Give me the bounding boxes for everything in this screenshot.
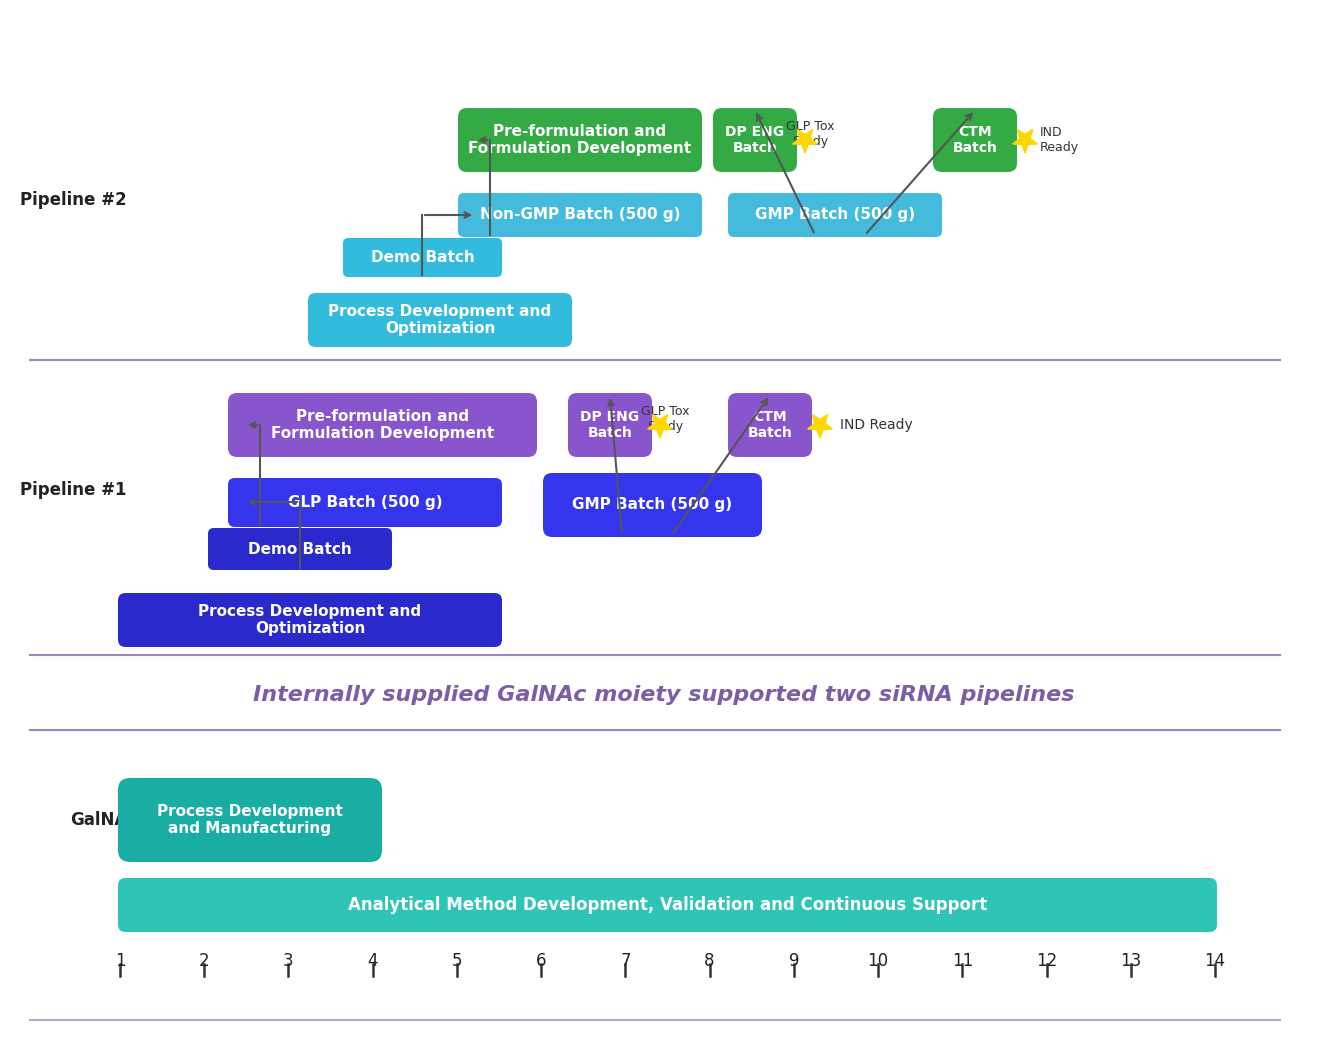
Text: 9: 9 [789,952,799,970]
Text: 12: 12 [1036,952,1057,970]
Text: 4: 4 [368,952,378,970]
Text: GLP Batch (500 g): GLP Batch (500 g) [288,495,442,510]
Text: 1: 1 [114,952,125,970]
FancyBboxPatch shape [228,478,502,527]
FancyBboxPatch shape [458,193,703,236]
FancyBboxPatch shape [118,878,1216,932]
Text: Process Development
and Manufacturing: Process Development and Manufacturing [157,804,343,837]
Text: Demo Batch: Demo Batch [248,541,352,556]
FancyBboxPatch shape [118,593,502,647]
Polygon shape [793,129,817,153]
Text: GLP Tox
Study: GLP Tox Study [640,405,689,433]
Text: Non-GMP Batch (500 g): Non-GMP Batch (500 g) [479,207,680,223]
FancyBboxPatch shape [228,393,537,457]
Text: CTM
Batch: CTM Batch [748,410,793,440]
FancyBboxPatch shape [713,108,797,172]
Text: Process Development and
Optimization: Process Development and Optimization [198,604,421,636]
Text: CTM
Batch: CTM Batch [952,125,997,156]
FancyBboxPatch shape [728,393,811,457]
Text: Pipeline #2: Pipeline #2 [20,191,126,209]
FancyBboxPatch shape [343,238,502,277]
FancyBboxPatch shape [543,473,762,537]
Polygon shape [648,414,672,438]
Text: DP ENG
Batch: DP ENG Batch [725,125,785,156]
Text: 14: 14 [1204,952,1226,970]
Text: GalNAc: GalNAc [70,811,137,829]
Text: Internally supplied GalNAc moiety supported two siRNA pipelines: Internally supplied GalNAc moiety suppor… [254,685,1074,705]
FancyBboxPatch shape [458,108,703,172]
Text: Demo Batch: Demo Batch [371,250,474,265]
Text: 7: 7 [620,952,631,970]
Text: GMP Batch (500 g): GMP Batch (500 g) [754,207,915,223]
Text: 11: 11 [952,952,973,970]
Text: IND
Ready: IND Ready [1040,126,1080,154]
Text: DP ENG
Batch: DP ENG Batch [580,410,640,440]
Text: GLP Tox
Study: GLP Tox Study [786,120,834,148]
FancyBboxPatch shape [208,528,392,570]
Text: IND Ready: IND Ready [841,418,912,432]
Text: 2: 2 [199,952,210,970]
Text: 5: 5 [452,952,462,970]
Text: 13: 13 [1120,952,1141,970]
Text: Process Development and
Optimization: Process Development and Optimization [328,304,551,336]
FancyBboxPatch shape [728,193,942,236]
Polygon shape [807,414,833,438]
Text: 6: 6 [537,952,546,970]
FancyBboxPatch shape [568,393,652,457]
Text: 10: 10 [867,952,888,970]
Polygon shape [1013,129,1037,153]
FancyBboxPatch shape [308,293,572,347]
Text: Pre-formulation and
Formulation Development: Pre-formulation and Formulation Developm… [469,124,692,157]
Text: 8: 8 [704,952,714,970]
Text: Pre-formulation and
Formulation Development: Pre-formulation and Formulation Developm… [271,409,494,441]
Text: GMP Batch (500 g): GMP Batch (500 g) [572,497,733,513]
Text: Analytical Method Development, Validation and Continuous Support: Analytical Method Development, Validatio… [348,897,987,914]
Text: Pipeline #1: Pipeline #1 [20,481,126,499]
Text: 3: 3 [283,952,293,970]
FancyBboxPatch shape [934,108,1017,172]
FancyBboxPatch shape [118,778,382,862]
